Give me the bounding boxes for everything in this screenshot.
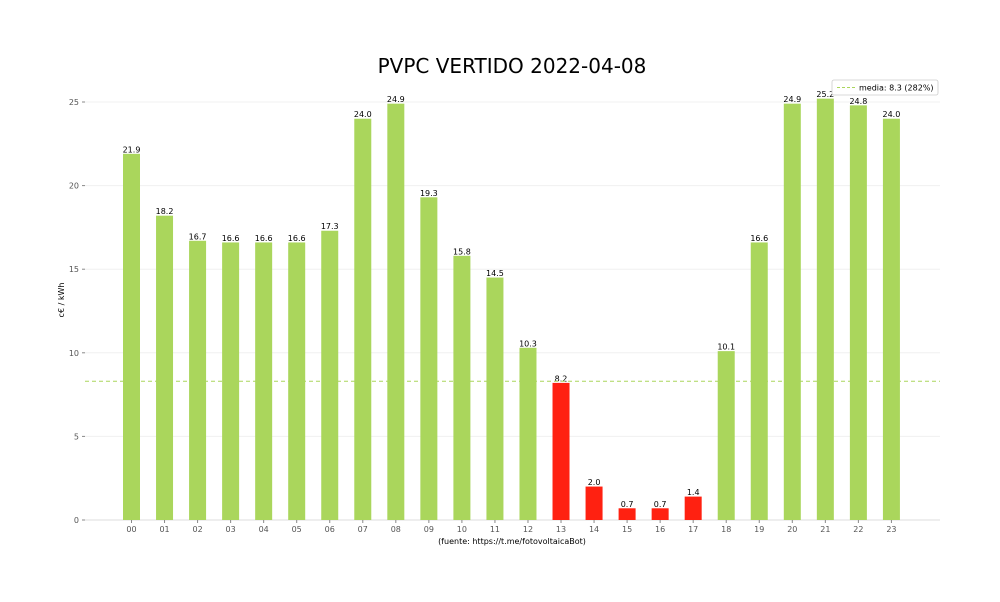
- bar-value-label: 1.4: [687, 488, 700, 497]
- x-tick-label: 01: [159, 525, 169, 534]
- y-tick-label: 15: [69, 265, 79, 274]
- x-tick-label: 23: [886, 525, 896, 534]
- x-tick-label: 17: [688, 525, 698, 534]
- bar: [420, 197, 438, 520]
- bar: [684, 496, 702, 520]
- y-tick-label: 20: [69, 182, 79, 191]
- x-tick-label: 14: [589, 525, 599, 534]
- x-tick-label: 13: [556, 525, 566, 534]
- y-tick-label: 10: [69, 349, 79, 358]
- bar: [816, 98, 834, 520]
- bar: [552, 382, 570, 520]
- bar-value-label: 21.9: [123, 145, 141, 154]
- x-tick-label: 16: [655, 525, 665, 534]
- bar: [189, 240, 207, 520]
- x-tick-label: 20: [787, 525, 797, 534]
- bar-value-label: 15.8: [453, 247, 471, 256]
- bar-value-label: 8.2: [555, 374, 568, 383]
- bar: [651, 508, 669, 520]
- bar-value-label: 19.3: [420, 189, 438, 198]
- y-axis-label: c€ / kWh: [57, 283, 66, 318]
- x-tick-label: 08: [391, 525, 401, 534]
- bar: [156, 215, 174, 521]
- y-tick-label: 0: [74, 516, 79, 525]
- y-tick-label: 25: [69, 98, 79, 107]
- bar-value-label: 24.8: [849, 97, 867, 106]
- bar-value-label: 24.9: [783, 95, 801, 104]
- x-tick-label: 12: [523, 525, 533, 534]
- legend-label: media: 8.3 (282%): [859, 84, 934, 93]
- y-axis-ticks: 0 5 10 15 20 25: [69, 98, 85, 525]
- x-tick-label: 04: [259, 525, 269, 534]
- bar-value-label: 0.7: [654, 500, 667, 509]
- bar: [486, 277, 504, 520]
- x-tick-label: 19: [754, 525, 764, 534]
- x-axis-label: (fuente: https://t.me/fotovoltaicaBot): [438, 537, 586, 546]
- bar: [453, 255, 471, 520]
- x-tick-label: 00: [126, 525, 136, 534]
- bar-value-label: 25.2: [816, 90, 834, 99]
- x-tick-label: 21: [820, 525, 830, 534]
- bar-value-label: 17.3: [321, 222, 339, 231]
- x-tick-label: 11: [490, 525, 500, 534]
- bar-value-label: 16.6: [255, 234, 273, 243]
- bar-value-label: 16.6: [288, 234, 306, 243]
- bar: [354, 118, 372, 520]
- bar: [585, 486, 603, 520]
- bar: [222, 242, 240, 520]
- x-tick-label: 09: [424, 525, 434, 534]
- bar: [519, 347, 537, 520]
- bar: [882, 118, 900, 520]
- bar-value-label: 16.6: [222, 234, 240, 243]
- x-tick-label: 07: [358, 525, 368, 534]
- bar: [123, 153, 140, 520]
- bar-value-label: 10.1: [717, 343, 735, 352]
- x-axis-ticks: 00 01 02 03 04 05 06 07 08 09 10 11 12 13 14 15 16 17 18 19…: [126, 520, 897, 534]
- x-tick-label: 05: [292, 525, 302, 534]
- legend-box: [831, 79, 939, 96]
- bar-value-label: 24.9: [387, 95, 405, 104]
- bar: [618, 508, 636, 520]
- y-tick-label: 5: [74, 432, 79, 441]
- x-tick-label: 03: [226, 525, 236, 534]
- grid-lines: [85, 101, 940, 437]
- x-tick-label: 22: [853, 525, 863, 534]
- bar-value-label: 16.6: [750, 234, 768, 243]
- x-tick-label: 10: [457, 525, 467, 534]
- x-tick-label: 02: [192, 525, 202, 534]
- bar: [783, 103, 801, 520]
- bar-value-label: 24.0: [883, 110, 901, 119]
- x-tick-label: 15: [622, 525, 632, 534]
- x-tick-label: 06: [325, 525, 335, 534]
- legend: media: 8.3 (282%): [831, 79, 939, 96]
- bar: [849, 105, 867, 521]
- bar-value-label: 0.7: [621, 500, 634, 509]
- bar-value-label: 16.7: [189, 232, 207, 241]
- x-tick-label: 18: [721, 525, 731, 534]
- bar: [321, 230, 339, 520]
- chart-title: PVPC VERTIDO 2022-04-08: [378, 54, 647, 78]
- bar-value-label: 2.0: [588, 478, 601, 487]
- bar: [387, 103, 405, 520]
- bar-value-label: 18.2: [156, 207, 174, 216]
- bars: 21.9 18.2 16.7 16.6 16.6 16.6 17.3 24.0 24.9 19.3…: [123, 90, 901, 521]
- bar-value-label: 24.0: [354, 110, 372, 119]
- bar-value-label: 14.5: [486, 269, 504, 278]
- bar: [717, 351, 735, 520]
- bar-value-label: 10.3: [519, 339, 537, 348]
